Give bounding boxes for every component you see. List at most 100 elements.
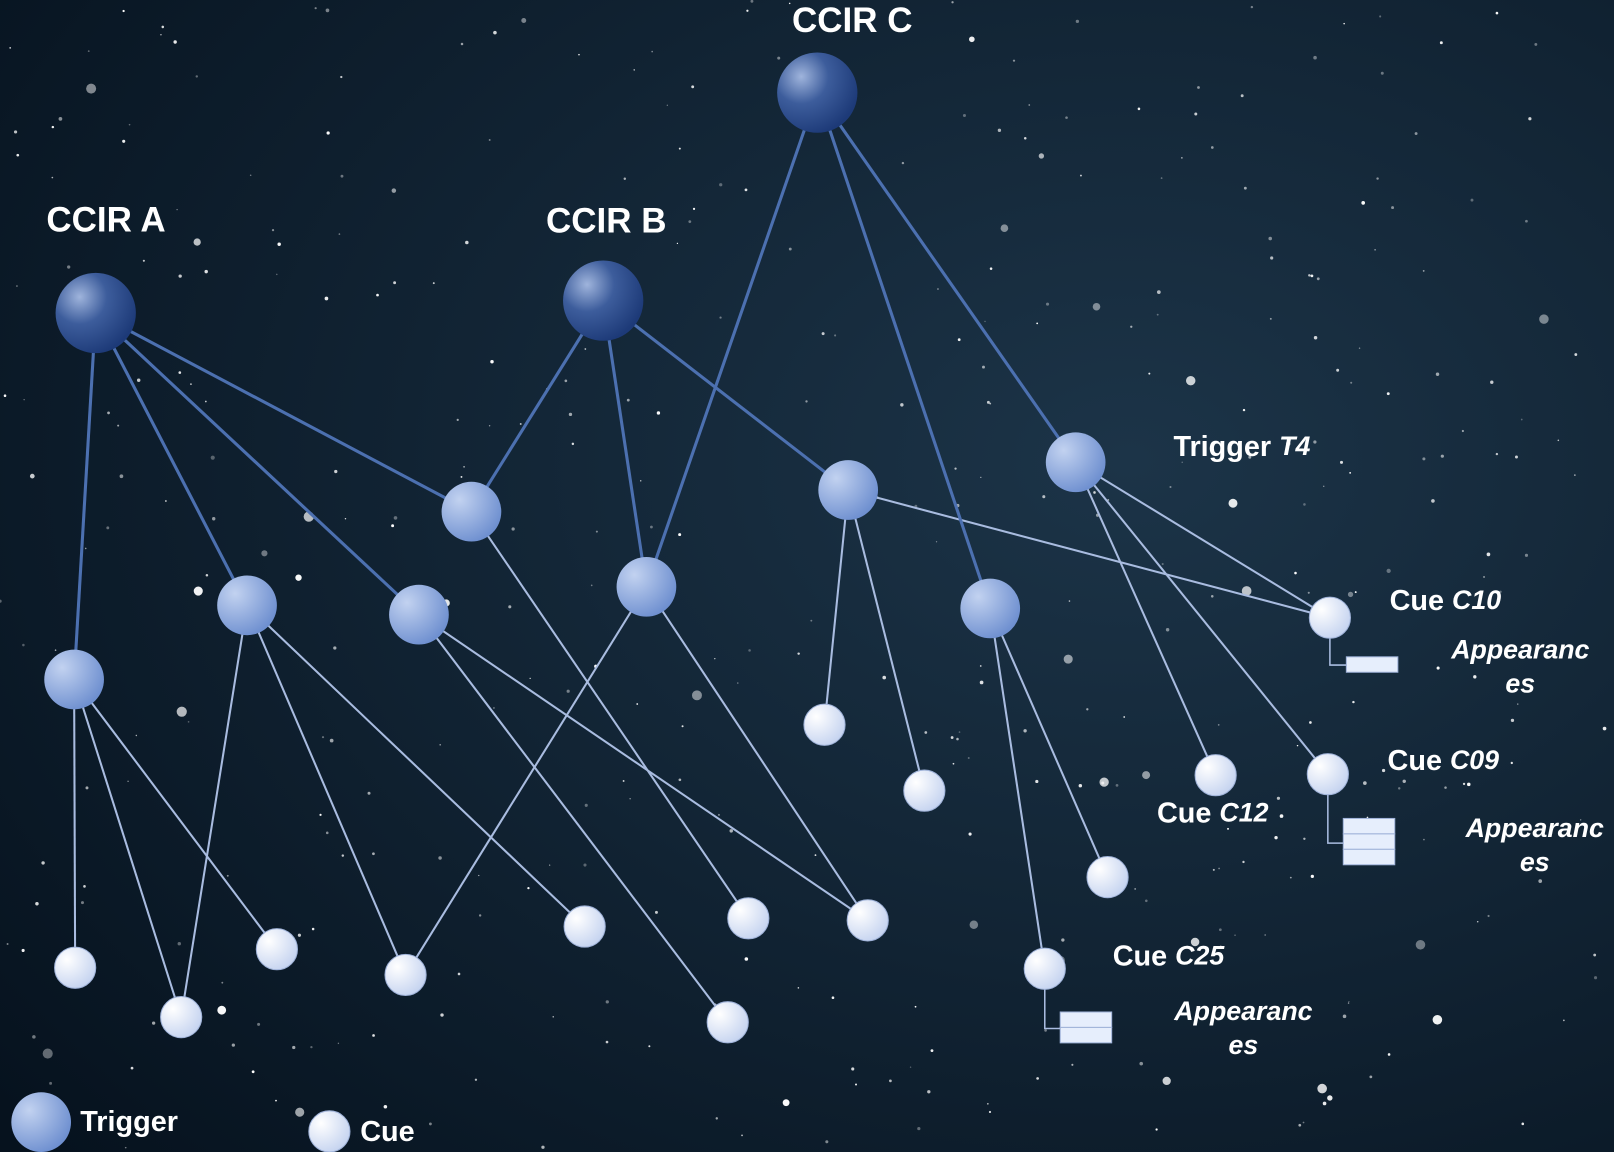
cue-node — [804, 704, 845, 745]
star — [882, 676, 886, 680]
star — [737, 682, 739, 684]
star — [117, 425, 119, 427]
star — [1001, 224, 1009, 232]
star — [1116, 784, 1119, 787]
star — [372, 852, 375, 855]
node-label: Trigger T4 — [1173, 430, 1310, 462]
star — [1436, 373, 1439, 376]
star — [461, 43, 464, 46]
star — [1219, 928, 1222, 931]
star — [541, 1146, 544, 1149]
label-id: T4 — [1279, 431, 1310, 461]
appearances-label: es — [1229, 1030, 1259, 1060]
star — [41, 861, 44, 864]
star — [798, 987, 800, 989]
star — [956, 738, 959, 741]
cue-node — [1087, 857, 1128, 898]
star — [1079, 784, 1082, 787]
star — [606, 1041, 609, 1044]
star — [1398, 787, 1400, 789]
star — [1028, 104, 1030, 106]
star — [1303, 838, 1305, 840]
star — [1444, 786, 1446, 788]
star — [120, 474, 124, 478]
star — [250, 175, 252, 177]
star — [719, 316, 721, 318]
star — [1148, 373, 1150, 375]
star — [1065, 116, 1068, 119]
star — [1327, 1095, 1332, 1100]
star — [298, 934, 301, 937]
star — [1415, 132, 1418, 135]
star — [1071, 1064, 1073, 1066]
star — [1290, 877, 1292, 879]
star — [461, 476, 463, 478]
star — [987, 401, 990, 404]
star — [295, 1108, 304, 1117]
star — [88, 50, 90, 52]
star — [980, 681, 984, 685]
star — [1521, 1123, 1524, 1126]
star — [391, 524, 394, 527]
appearance-box — [1343, 818, 1394, 833]
star — [1496, 453, 1498, 455]
star — [634, 69, 635, 70]
cue-node — [161, 997, 202, 1038]
appearances-label: Appearanc — [1173, 996, 1312, 1026]
star — [83, 885, 86, 888]
cue-node — [256, 929, 297, 970]
star — [1487, 915, 1489, 917]
star — [1024, 137, 1027, 140]
cue-node — [707, 1002, 748, 1043]
star — [429, 1122, 432, 1125]
star — [376, 294, 379, 297]
star — [4, 394, 7, 397]
star — [1161, 177, 1163, 179]
star — [693, 208, 695, 210]
star — [969, 36, 975, 42]
star — [1558, 440, 1560, 442]
star — [623, 780, 625, 782]
star — [958, 338, 961, 341]
star — [221, 982, 223, 984]
appearance-box — [1343, 849, 1394, 864]
label-id: C10 — [1452, 585, 1501, 615]
star — [1035, 780, 1038, 783]
ccir-label: CCIR A — [46, 201, 165, 240]
star — [1388, 1053, 1391, 1056]
star — [678, 533, 681, 536]
star — [272, 229, 274, 231]
star — [162, 26, 165, 29]
star — [1355, 591, 1357, 593]
star — [1308, 592, 1310, 594]
star — [889, 1079, 892, 1082]
star — [1381, 72, 1384, 75]
star — [439, 744, 440, 745]
ccir-label: CCIR B — [546, 202, 667, 241]
star — [714, 658, 715, 659]
star — [805, 400, 807, 402]
star — [194, 586, 203, 595]
star — [1348, 592, 1353, 597]
star — [489, 425, 490, 426]
star — [177, 707, 187, 717]
label-kind: Cue — [1388, 744, 1442, 776]
star — [1313, 56, 1317, 60]
star — [1297, 745, 1298, 746]
star — [341, 175, 344, 178]
star — [1517, 703, 1518, 704]
star — [1511, 762, 1513, 764]
star — [651, 51, 653, 53]
star — [1181, 157, 1183, 159]
star — [1268, 237, 1272, 241]
star — [32, 1035, 36, 1039]
star — [1264, 934, 1266, 936]
star — [1467, 783, 1470, 786]
star — [1244, 187, 1247, 190]
star — [521, 18, 526, 23]
star — [211, 456, 215, 460]
star — [1471, 199, 1474, 202]
star — [125, 1147, 127, 1149]
node-label: Cue C10 — [1390, 585, 1502, 617]
star — [30, 474, 35, 479]
